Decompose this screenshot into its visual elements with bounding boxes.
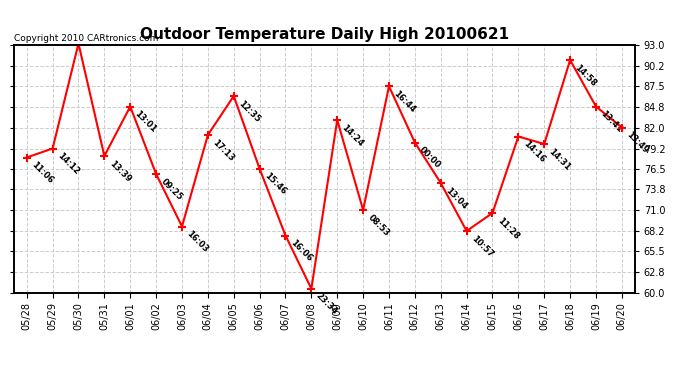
Text: 09:25: 09:25	[159, 177, 184, 202]
Text: 00:00: 00:00	[417, 145, 443, 170]
Text: 14:24: 14:24	[340, 123, 366, 148]
Text: 15:46: 15:46	[262, 171, 288, 197]
Title: Outdoor Temperature Daily High 20100621: Outdoor Temperature Daily High 20100621	[140, 27, 509, 42]
Text: 23:34: 23:34	[314, 291, 339, 317]
Text: 13:49: 13:49	[624, 130, 650, 156]
Text: 11:28: 11:28	[495, 216, 520, 241]
Text: 14:12: 14:12	[55, 151, 81, 177]
Text: 17:13: 17:13	[210, 138, 236, 163]
Text: 14:58: 14:58	[573, 63, 598, 88]
Text: 11:06: 11:06	[30, 160, 55, 186]
Text: 13:39: 13:39	[107, 159, 132, 184]
Text: 12:35: 12:35	[237, 99, 262, 124]
Text: Copyright 2010 CARtronics.com: Copyright 2010 CARtronics.com	[14, 33, 158, 42]
Text: 14:16: 14:16	[521, 139, 546, 165]
Text: 13:48: 13:48	[0, 374, 1, 375]
Text: 08:53: 08:53	[366, 213, 391, 238]
Text: 16:06: 16:06	[288, 238, 313, 264]
Text: 16:03: 16:03	[185, 229, 210, 255]
Text: 16:44: 16:44	[392, 89, 417, 114]
Text: 14:31: 14:31	[547, 147, 572, 172]
Text: 13:04: 13:04	[444, 186, 469, 211]
Text: 10:57: 10:57	[469, 234, 495, 259]
Text: 13:41: 13:41	[599, 109, 624, 135]
Text: 13:01: 13:01	[133, 109, 158, 135]
